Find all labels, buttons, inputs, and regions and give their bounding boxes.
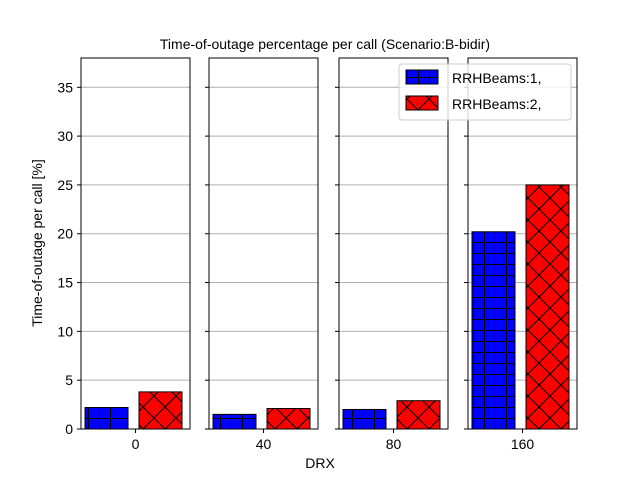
x-tick-label: 40 [256, 436, 272, 452]
y-axis-label: Time-of-outage per call [%] [29, 159, 45, 327]
legend-swatch-rrhbeams-2 [405, 95, 439, 111]
panel-1: 40 [205, 57, 319, 452]
panel-0: 0 5 10 15 20 25 30 35 0 [57, 57, 191, 452]
x-tick-label: 160 [511, 436, 535, 452]
x-tick-label: 80 [386, 436, 402, 452]
panels: 0 5 10 15 20 25 30 35 0 40 80 160 [57, 57, 578, 452]
panel-frame [208, 57, 319, 430]
y-tick-label: 25 [57, 177, 73, 193]
y-tick-label: 0 [65, 421, 73, 437]
legend-swatch-rrhbeams-1 [405, 69, 439, 85]
panel-3: 160 [464, 57, 578, 452]
bar-series2-40 [266, 407, 311, 430]
panel-2: 80 [335, 57, 449, 452]
x-axis-label: DRX [305, 455, 335, 471]
x-tick-label: 0 [132, 436, 140, 452]
bar-series1-160 [471, 231, 516, 430]
bar-series2-80 [396, 400, 441, 430]
chart-title: Time-of-outage percentage per call (Scen… [160, 36, 490, 52]
bar-series1-80 [342, 408, 387, 430]
y-tick-label: 20 [57, 226, 73, 242]
bar-series2-0 [138, 391, 183, 430]
y-tick-label: 5 [65, 372, 73, 388]
bar-series2-160 [525, 184, 570, 430]
legend-frame [398, 63, 572, 121]
y-tick-label: 30 [57, 128, 73, 144]
legend-label-rrhbeams-1: RRHBeams:1, [452, 70, 541, 86]
legend-label-rrhbeams-2: RRHBeams:2, [452, 96, 541, 112]
y-tick-label: 35 [57, 79, 73, 95]
legend: RRHBeams:1, RRHBeams:2, [398, 63, 572, 121]
bar-series1-40 [212, 413, 257, 430]
bar-series1-0 [84, 407, 129, 430]
panel-frame [80, 57, 191, 430]
y-tick-label: 15 [57, 275, 73, 291]
y-tick-label: 10 [57, 323, 73, 339]
